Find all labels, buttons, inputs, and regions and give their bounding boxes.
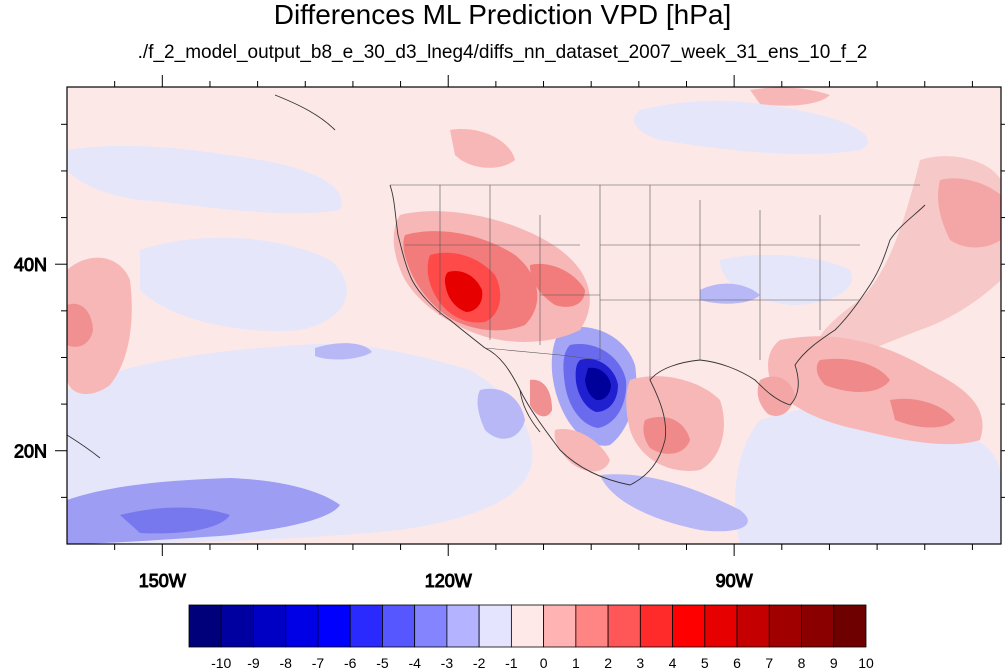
- colorbar-label: -7: [312, 655, 325, 671]
- colorbar-swatch: [607, 604, 641, 648]
- colorbar-swatch: [768, 604, 802, 648]
- colorbar-label: -10: [211, 655, 231, 671]
- colorbar-label: -2: [473, 655, 486, 671]
- coastlines: [67, 94, 926, 486]
- colorbar-swatch: [672, 604, 706, 648]
- colorbar-label: 8: [798, 655, 806, 671]
- colorbar-swatch: [833, 604, 867, 648]
- colorbar-swatch: [704, 604, 738, 648]
- colorbar-swatch: [382, 604, 416, 648]
- colorbar-label: -1: [505, 655, 518, 671]
- colorbar-label: 2: [604, 655, 612, 671]
- colorbar-swatch: [736, 604, 770, 648]
- colorbar-swatch: [446, 604, 480, 648]
- lat-tick-label: 20N: [14, 442, 47, 462]
- lat-tick-label: 40N: [14, 255, 47, 275]
- colorbar-swatch: [317, 604, 351, 648]
- colorbar-swatch: [285, 604, 319, 648]
- lon-tick-label: 150W: [139, 571, 186, 591]
- colorbar-swatch: [188, 604, 222, 648]
- plot-subtitle: ./f_2_model_output_b8_e_30_d3_lneg4/diff…: [137, 42, 868, 63]
- positive-anomaly-fields: [67, 87, 1001, 472]
- colorbar-swatch: [575, 604, 609, 648]
- colorbar-label: -9: [247, 655, 260, 671]
- colorbar-label: 10: [858, 655, 874, 671]
- colorbar-swatch: [639, 604, 673, 648]
- plot-title: Differences ML Prediction VPD [hPa]: [273, 0, 732, 30]
- colorbar-swatch: [801, 604, 835, 648]
- southwest-positive-anomaly: [393, 211, 590, 342]
- colorbar-label: 3: [636, 655, 644, 671]
- colorbar-label: -5: [376, 655, 389, 671]
- map-panel: [67, 87, 1001, 544]
- colorbar-label: 0: [540, 655, 548, 671]
- map-axes: 150W 120W 90W 40N 20N: [13, 75, 1005, 592]
- colorbar-label: -8: [279, 655, 292, 671]
- colorbar-label: 1: [572, 655, 580, 671]
- colorbar-swatch: [478, 604, 512, 648]
- colorbar-label: 7: [765, 655, 773, 671]
- lon-tick-label: 90W: [716, 571, 753, 591]
- colorbar-label: 9: [830, 655, 838, 671]
- blue-anomaly-patches: [67, 283, 760, 544]
- colorbar-label: -6: [344, 655, 357, 671]
- colorbar-swatch: [510, 604, 545, 648]
- colorbar-swatch: [220, 604, 254, 648]
- lon-tick-label: 120W: [425, 571, 472, 591]
- colorbar: -10 -9 -8 -7 -6 -5 -4 -3 -2 -1 0 1 2 3 4 5 6 7 8 9 10: [188, 604, 874, 671]
- colorbar-label: 5: [701, 655, 709, 671]
- map-frame: [66, 86, 1002, 545]
- colorbar-label: -3: [441, 655, 454, 671]
- colorbar-swatch: [253, 604, 287, 648]
- colorbar-swatch: [414, 604, 448, 648]
- colorbar-label: 4: [669, 655, 677, 671]
- colorbar-label: -4: [408, 655, 421, 671]
- colorbar-swatch: [543, 604, 577, 648]
- colorbar-label: 6: [733, 655, 741, 671]
- political-borders: [390, 184, 920, 380]
- colorbar-swatch: [349, 604, 383, 648]
